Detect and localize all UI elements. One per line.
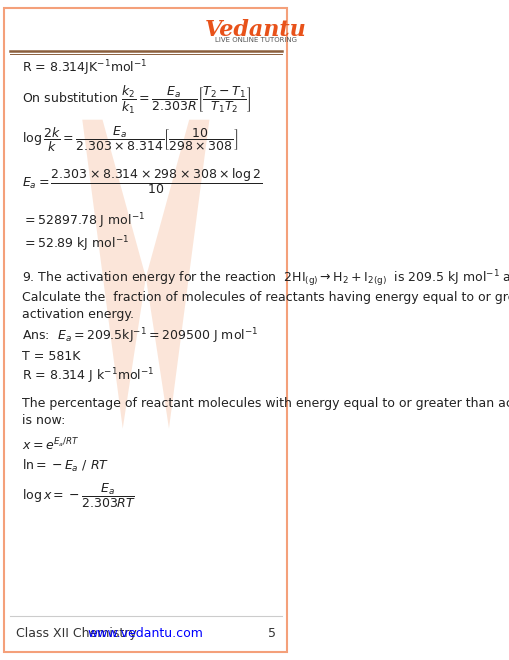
Text: Calculate the  fraction of molecules of reactants having energy equal to or grea: Calculate the fraction of molecules of r… <box>21 290 509 304</box>
Text: T = 581K: T = 581K <box>21 350 80 363</box>
Text: R = 8.314JK$^{-1}$mol$^{-1}$: R = 8.314JK$^{-1}$mol$^{-1}$ <box>21 59 147 79</box>
Polygon shape <box>82 119 209 428</box>
Text: 5: 5 <box>267 627 275 640</box>
Text: Vedantu: Vedantu <box>205 18 306 41</box>
Text: $\mathrm{ln} = -E_a\ /\ RT$: $\mathrm{ln} = -E_a\ /\ RT$ <box>21 458 108 474</box>
Text: Ans:  $E_a = 209.5\mathrm{kJ}^{-1} = 209500$ J mol$^{-1}$: Ans: $E_a = 209.5\mathrm{kJ}^{-1} = 2095… <box>21 327 258 346</box>
Text: www.vedantu.com: www.vedantu.com <box>88 627 204 640</box>
Text: On substitution $\dfrac{k_2}{k_1} = \dfrac{E_a}{2.303R}\left[\dfrac{T_2 - T_1}{T: On substitution $\dfrac{k_2}{k_1} = \dfr… <box>21 84 250 116</box>
Text: $x = e^{E_a/RT}$: $x = e^{E_a/RT}$ <box>21 437 79 453</box>
Text: LIVE ONLINE TUTORING: LIVE ONLINE TUTORING <box>214 37 296 43</box>
Text: $\log x = -\dfrac{E_a}{2.303RT}$: $\log x = -\dfrac{E_a}{2.303RT}$ <box>21 482 135 510</box>
Text: 9. The activation energy for the reaction  $\mathregular{2HI_{(g)} \rightarrow H: 9. The activation energy for the reactio… <box>21 269 509 289</box>
Text: activation energy.: activation energy. <box>21 308 133 321</box>
Text: is now:: is now: <box>21 414 65 427</box>
Text: $= 52.89$ kJ mol$^{-1}$: $= 52.89$ kJ mol$^{-1}$ <box>21 235 128 254</box>
Text: $= 52897.78$ J mol$^{-1}$: $= 52897.78$ J mol$^{-1}$ <box>21 211 145 231</box>
Text: Class XII Chemistry: Class XII Chemistry <box>16 627 136 640</box>
Text: $E_a = \dfrac{2.303 \times 8.314 \times 298 \times 308 \times \log 2}{10}$: $E_a = \dfrac{2.303 \times 8.314 \times … <box>21 166 262 196</box>
Text: The percentage of reactant molecules with energy equal to or greater than activa: The percentage of reactant molecules wit… <box>21 397 509 410</box>
Text: $\log\dfrac{2k}{k} = \dfrac{E_a}{2.303 \times 8.314}\left[\dfrac{10}{298 \times : $\log\dfrac{2k}{k} = \dfrac{E_a}{2.303 \… <box>21 125 238 154</box>
Text: R = 8.314 J k$^{-1}$mol$^{-1}$: R = 8.314 J k$^{-1}$mol$^{-1}$ <box>21 366 154 386</box>
